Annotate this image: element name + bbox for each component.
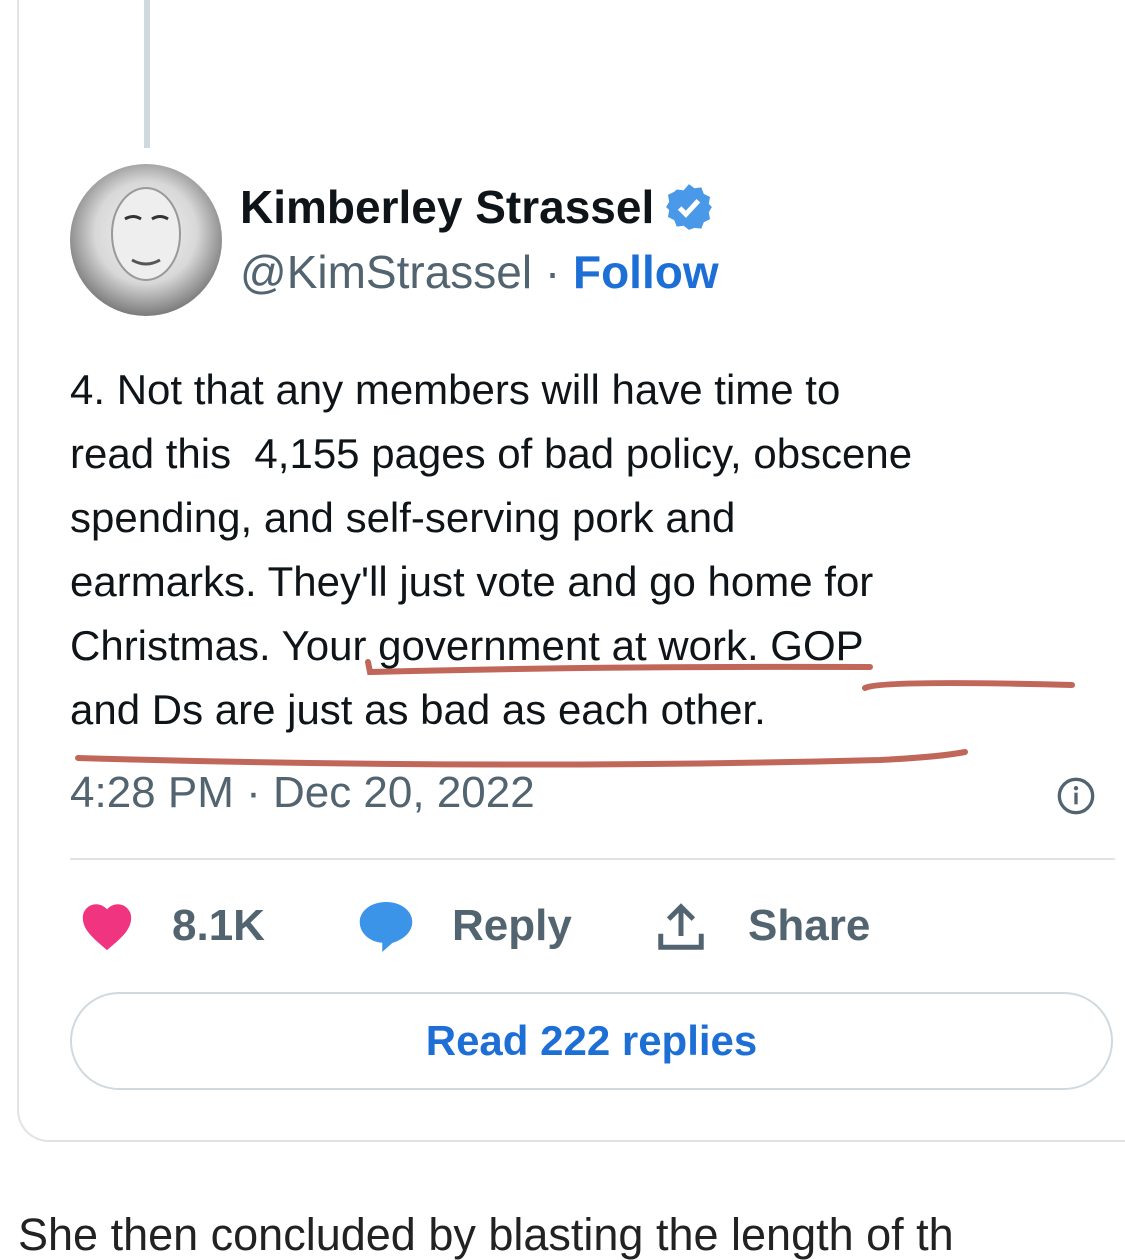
underline-1 bbox=[365, 659, 873, 676]
underline-3 bbox=[75, 749, 968, 768]
read-replies-button[interactable]: Read 222 replies bbox=[70, 992, 1113, 1090]
share-upload-icon[interactable] bbox=[654, 899, 708, 955]
verified-badge-icon bbox=[666, 184, 713, 230]
reply-button[interactable]: Reply bbox=[452, 901, 572, 950]
author-name-text: Kimberley Strassel bbox=[240, 181, 655, 233]
handle-row: @KimStrassel · Follow bbox=[240, 245, 719, 299]
action-bar: 8.1K Reply Share bbox=[0, 895, 1125, 959]
like-count[interactable]: 8.1K bbox=[172, 901, 265, 950]
tweet-text: 4. Not that any members will have time t… bbox=[70, 366, 913, 733]
share-button[interactable]: Share bbox=[748, 901, 871, 950]
article-text: She then concluded by blasting the lengt… bbox=[18, 1209, 954, 1260]
reply-bubble-icon[interactable] bbox=[356, 899, 416, 955]
info-icon[interactable] bbox=[1056, 776, 1096, 816]
avatar[interactable] bbox=[70, 164, 222, 316]
underline-2 bbox=[862, 680, 1075, 691]
divider bbox=[70, 858, 1115, 860]
handle[interactable]: @KimStrassel bbox=[240, 246, 533, 298]
follow-link[interactable]: Follow bbox=[572, 246, 719, 298]
thread-line bbox=[144, 0, 150, 148]
handdrawn-underlines bbox=[75, 659, 1075, 768]
read-replies-label: Read 222 replies bbox=[425, 1017, 758, 1064]
separator: · bbox=[544, 246, 561, 298]
timestamp[interactable]: 4:28 PM · Dec 20, 2022 bbox=[70, 768, 535, 817]
heart-icon[interactable] bbox=[78, 899, 136, 953]
author-name[interactable]: Kimberley Strassel bbox=[240, 180, 714, 234]
tweet-card bbox=[17, 0, 1125, 1142]
